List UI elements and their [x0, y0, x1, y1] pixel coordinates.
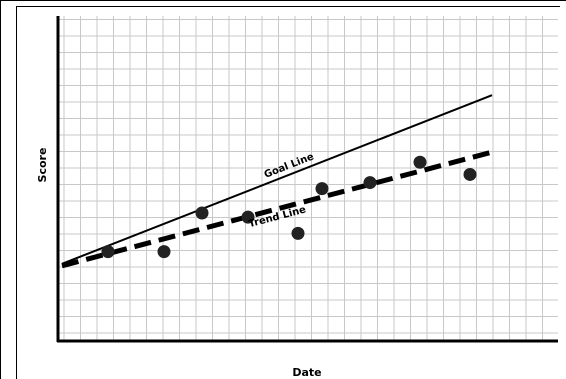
y-axis-title: Score	[36, 148, 49, 183]
data-point	[241, 210, 255, 224]
data-points	[101, 155, 477, 259]
goal-line	[61, 94, 493, 265]
reference-lines	[61, 94, 493, 269]
data-point	[413, 155, 427, 169]
axes	[56, 16, 558, 343]
data-point	[463, 167, 477, 181]
data-point	[157, 245, 171, 259]
x-axis-title: Date	[292, 366, 321, 379]
grid	[58, 16, 558, 341]
data-point	[291, 226, 305, 240]
data-point	[195, 206, 209, 220]
data-point	[363, 176, 377, 190]
data-point	[101, 245, 115, 259]
data-point	[315, 182, 329, 196]
